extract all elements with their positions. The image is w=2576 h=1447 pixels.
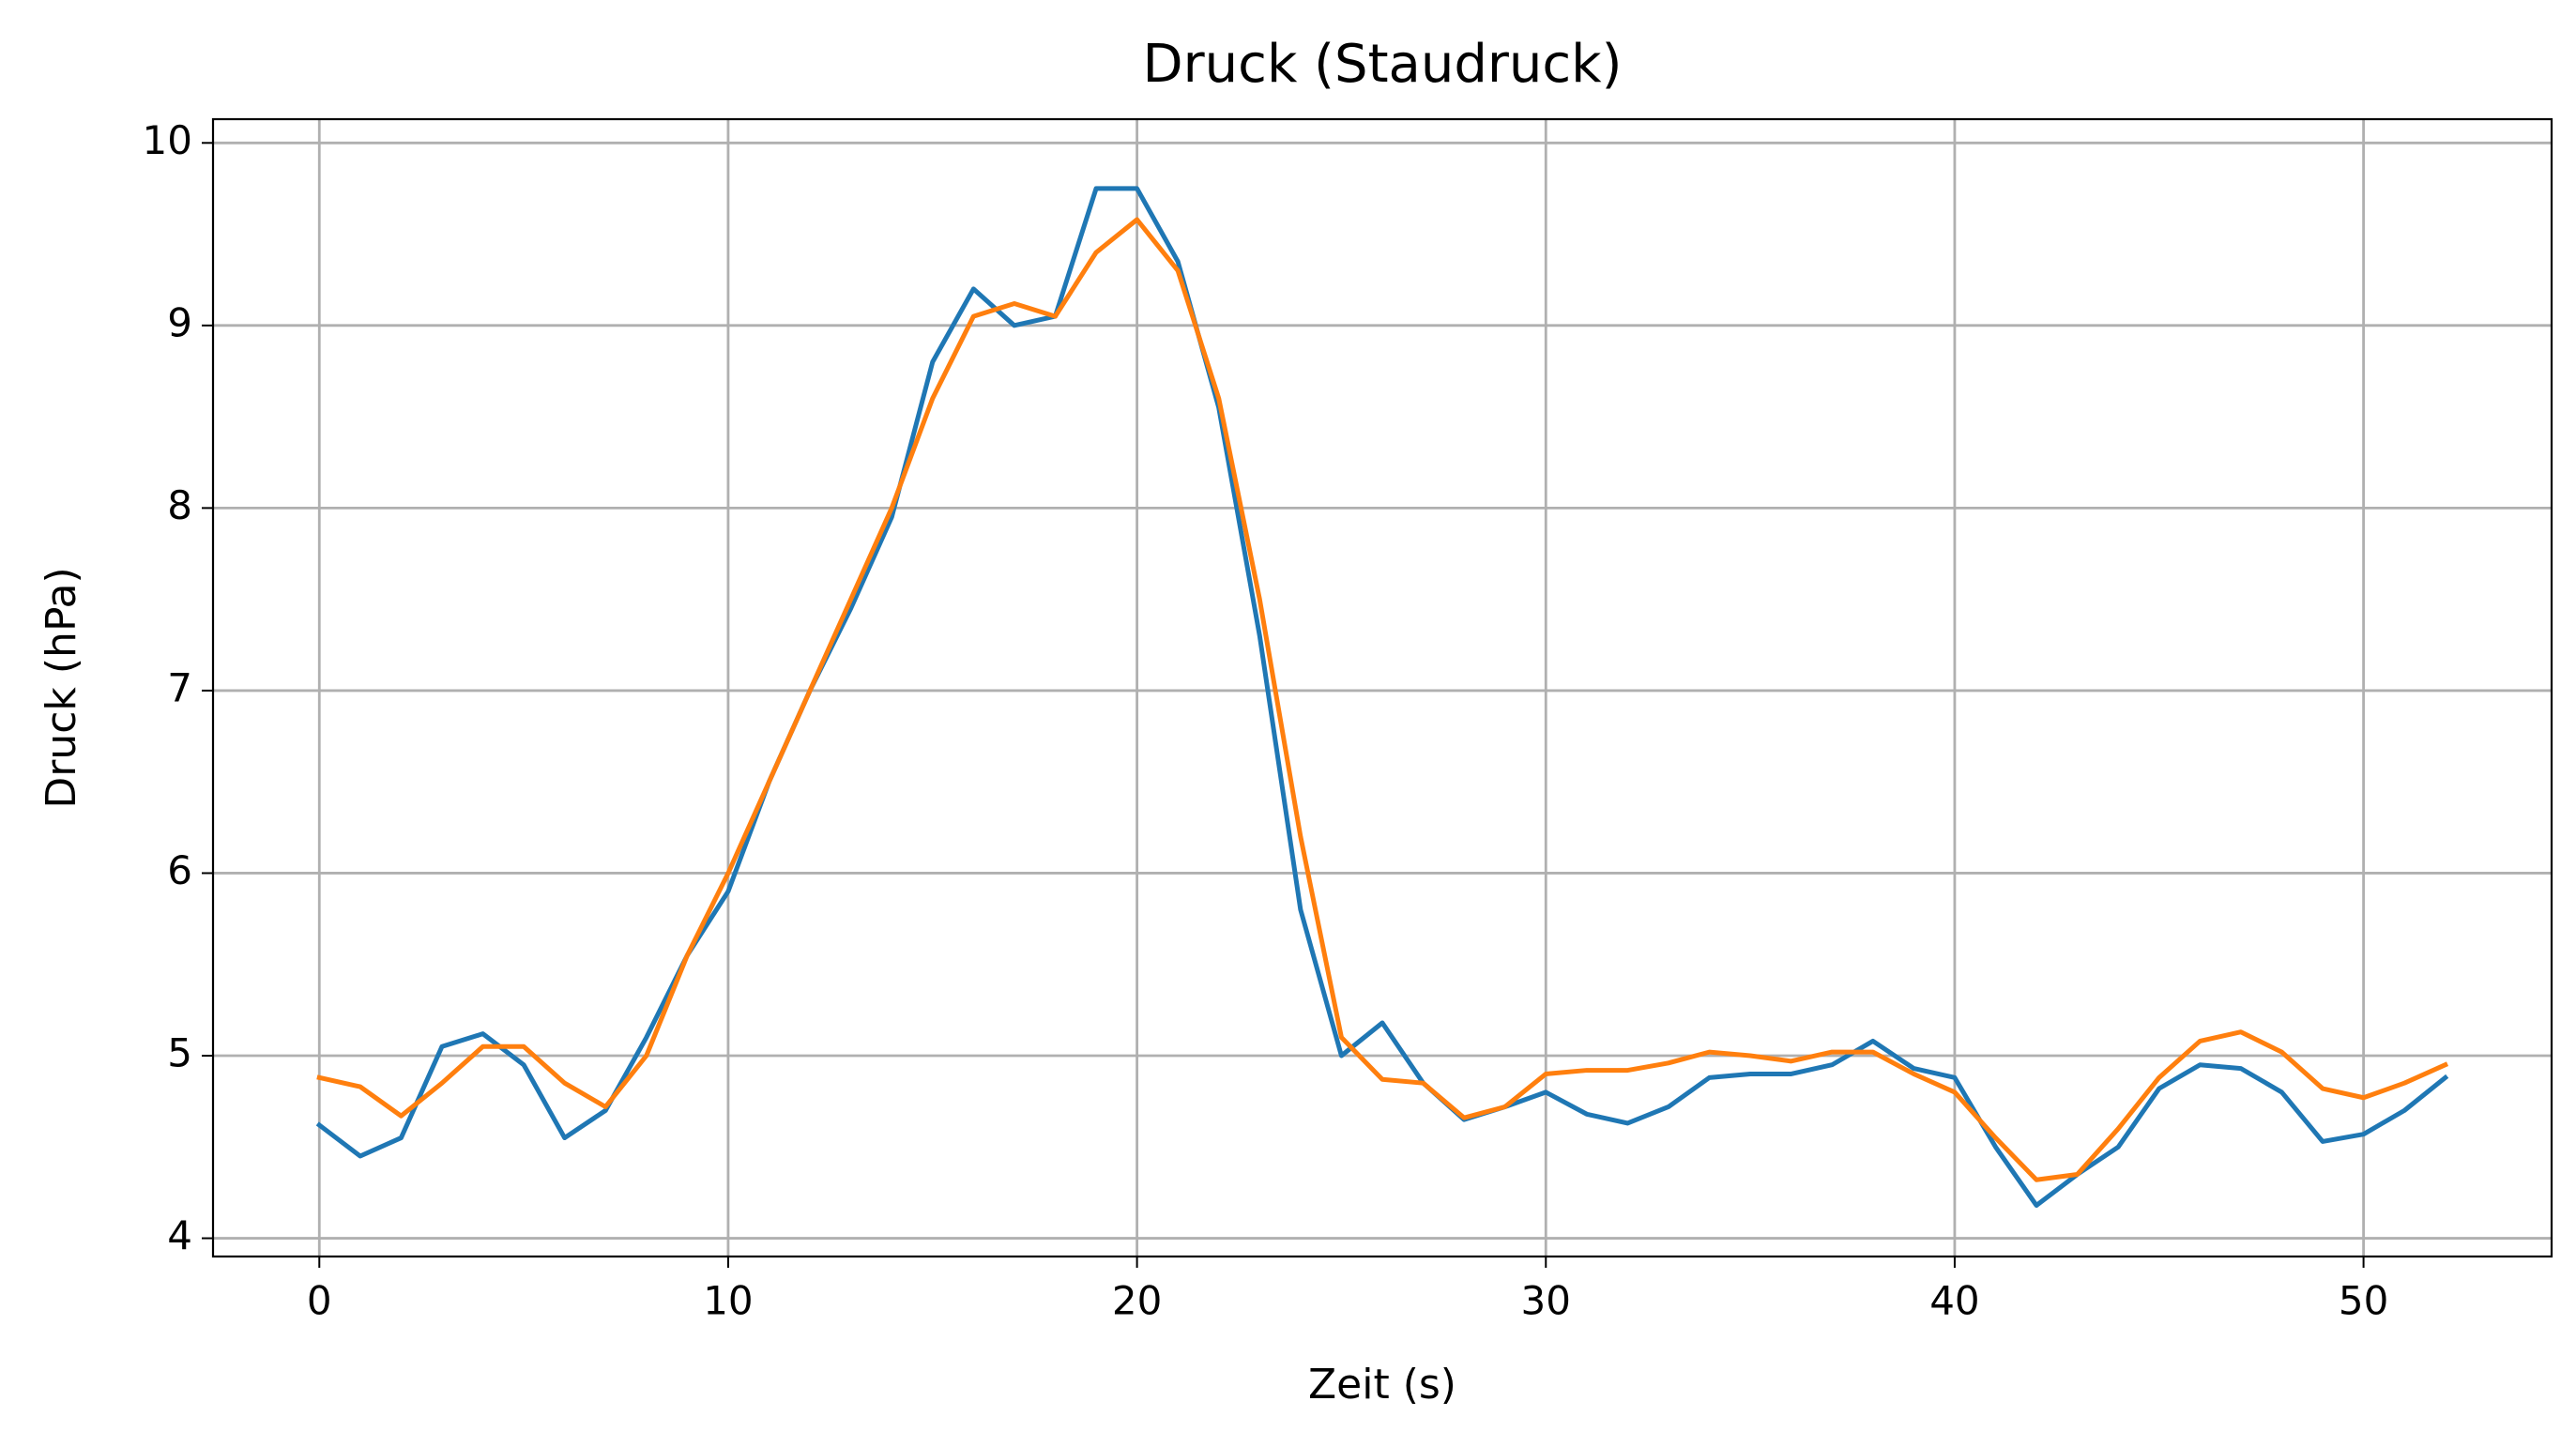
y-tick-label: 8 — [167, 482, 192, 528]
line-series — [316, 217, 2449, 1182]
x-axis-label: Zeit (s) — [1308, 1361, 1456, 1409]
y-tick-label: 9 — [167, 299, 192, 345]
x-tick-label: 10 — [703, 1278, 753, 1324]
chart-title: Druck (Staudruck) — [1143, 34, 1623, 95]
y-tick-label: 10 — [143, 117, 192, 163]
x-tick-label: 40 — [1929, 1278, 1979, 1324]
y-tick-label: 6 — [167, 847, 192, 893]
y-tick-label: 5 — [167, 1030, 192, 1076]
y-tick-label: 7 — [167, 664, 192, 710]
x-tick-label: 30 — [1521, 1278, 1571, 1324]
y-tick-label: 4 — [167, 1212, 192, 1258]
x-tick-label: 50 — [2339, 1278, 2388, 1324]
x-tick-label: 0 — [307, 1278, 332, 1324]
plot-frame — [211, 117, 2553, 1258]
x-tick-label: 20 — [1112, 1278, 1162, 1324]
y-axis-label: Druck (hPa) — [38, 567, 85, 808]
